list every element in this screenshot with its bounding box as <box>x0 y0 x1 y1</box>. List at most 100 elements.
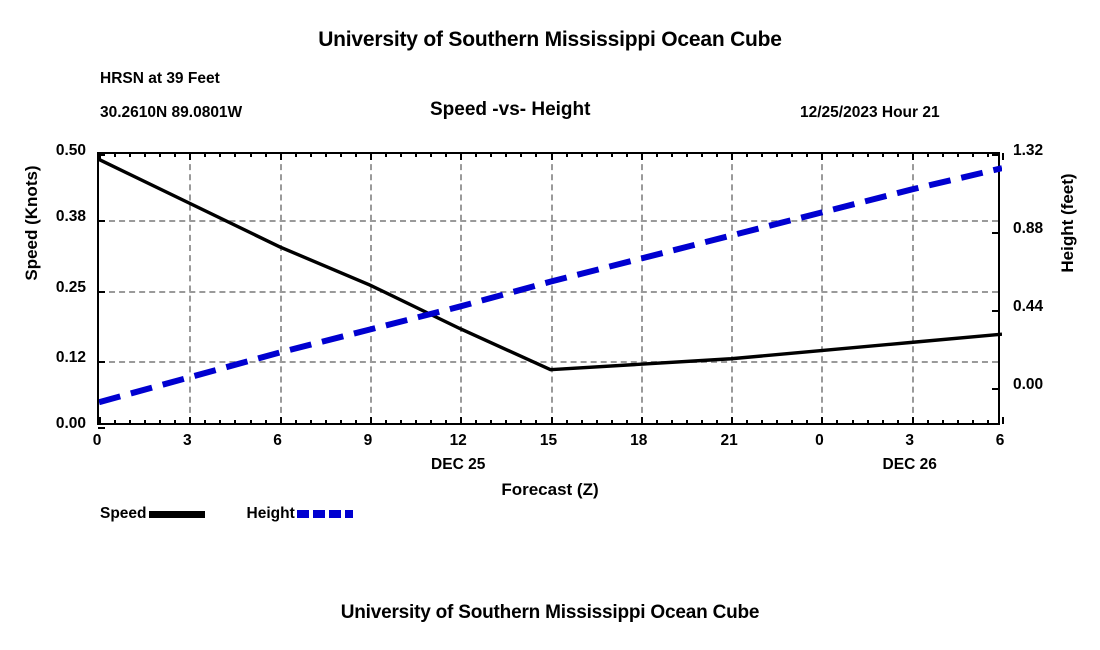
x-minor-tick <box>415 153 418 157</box>
x-minor-tick <box>685 153 688 157</box>
x-minor-tick <box>475 153 478 157</box>
x-minor-tick <box>926 153 929 157</box>
gridline-vertical <box>821 154 824 423</box>
x-minor-tick <box>851 420 854 424</box>
x-minor-tick <box>896 153 899 157</box>
x-minor-tick <box>415 420 418 424</box>
legend-swatch-speed-icon <box>148 510 205 518</box>
x-minor-tick <box>249 153 252 157</box>
footer-title: University of Southern Mississippi Ocean… <box>340 602 760 623</box>
x-axis-tick-label: 6 <box>273 432 282 449</box>
x-minor-tick <box>430 153 433 157</box>
x-minor-tick <box>114 420 117 424</box>
x-minor-tick <box>731 153 734 157</box>
x-minor-tick <box>836 420 839 424</box>
x-minor-tick <box>339 153 342 157</box>
x-minor-tick <box>339 420 342 424</box>
x-minor-tick <box>234 153 237 157</box>
x-minor-tick <box>174 153 177 157</box>
x-minor-tick <box>430 420 433 424</box>
x-minor-tick <box>219 153 222 157</box>
x-minor-tick <box>520 420 523 424</box>
x-minor-tick <box>234 420 237 424</box>
x-minor-tick <box>1002 420 1004 424</box>
gridline-horizontal <box>99 219 998 222</box>
x-minor-tick <box>701 420 703 424</box>
x-minor-tick <box>881 420 884 424</box>
x-minor-tick <box>550 420 553 424</box>
x-minor-tick <box>189 153 192 157</box>
x-minor-tick <box>309 420 312 424</box>
x-minor-tick <box>746 420 749 424</box>
timestamp-label: 12/25/2023 Hour 21 <box>800 104 940 121</box>
x-axis-tick-label: 3 <box>182 432 192 449</box>
x-minor-tick <box>806 153 809 157</box>
x-minor-tick <box>746 153 749 157</box>
x-minor-tick <box>716 420 719 424</box>
x-minor-tick <box>294 153 297 157</box>
x-minor-tick <box>129 153 132 157</box>
x-minor-tick <box>821 420 824 424</box>
x-minor-tick <box>625 420 628 424</box>
x-minor-tick <box>971 153 974 157</box>
x-minor-tick <box>655 153 658 157</box>
x-minor-tick <box>956 153 959 157</box>
x-minor-tick <box>956 420 959 424</box>
x-minor-tick <box>866 153 869 157</box>
x-minor-tick <box>174 420 177 424</box>
x-minor-tick <box>384 153 387 157</box>
x-axis-tick-label: 9 <box>363 432 373 449</box>
x-minor-tick <box>279 420 282 424</box>
legend-label-speed: Speed <box>100 505 147 522</box>
x-axis-date-label: DEC 25 <box>431 456 486 473</box>
y-tick-right <box>992 388 999 390</box>
x-minor-tick <box>776 153 779 157</box>
x-minor-tick <box>866 420 869 424</box>
x-axis-tick-label: 0 <box>92 432 102 449</box>
plot-inner <box>98 153 1004 429</box>
x-minor-tick <box>716 153 719 157</box>
x-minor-tick <box>565 420 568 424</box>
x-minor-tick <box>505 153 508 157</box>
x-minor-tick <box>761 420 764 424</box>
x-axis-tick-label: 15 <box>539 432 558 449</box>
x-minor-tick <box>354 420 357 424</box>
y-tick-left <box>98 427 105 429</box>
x-minor-tick <box>505 420 508 424</box>
x-minor-tick <box>219 420 222 424</box>
x-minor-tick <box>189 420 192 424</box>
x-minor-tick <box>369 153 372 157</box>
x-minor-tick <box>926 420 929 424</box>
x-axis-tick-label: 0 <box>815 432 824 449</box>
gridline-horizontal <box>99 361 998 364</box>
x-minor-tick <box>701 153 703 157</box>
series-layer <box>99 157 1002 406</box>
chart-plot-area <box>97 152 1004 429</box>
x-minor-tick <box>354 153 357 157</box>
x-minor-tick <box>445 420 448 424</box>
gridline-vertical <box>731 154 734 423</box>
x-minor-tick <box>114 153 117 157</box>
legend-item-speed: Speed <box>100 505 205 523</box>
x-minor-tick <box>610 153 613 157</box>
x-minor-tick <box>941 420 944 424</box>
x-minor-tick <box>1002 153 1004 157</box>
x-minor-tick <box>911 153 914 157</box>
x-minor-tick <box>610 420 613 424</box>
x-minor-tick <box>159 153 162 157</box>
x-axis-tick-label: 6 <box>995 432 1005 449</box>
y-tick-left <box>98 154 105 156</box>
y-tick-left <box>98 361 105 364</box>
x-minor-tick <box>99 153 101 157</box>
x-minor-tick <box>776 420 779 424</box>
x-minor-tick <box>685 420 688 424</box>
x-minor-tick <box>520 153 523 157</box>
x-minor-tick <box>249 420 252 424</box>
x-minor-tick <box>821 153 824 157</box>
y-axis-tick-label-left: 0.25 <box>55 278 86 296</box>
x-axis-tick-label: 18 <box>630 432 648 449</box>
x-minor-tick <box>400 153 402 157</box>
page-title: University of Southern Mississippi Ocean… <box>318 28 782 51</box>
y-tick-left <box>98 219 105 222</box>
x-minor-tick <box>670 420 673 424</box>
